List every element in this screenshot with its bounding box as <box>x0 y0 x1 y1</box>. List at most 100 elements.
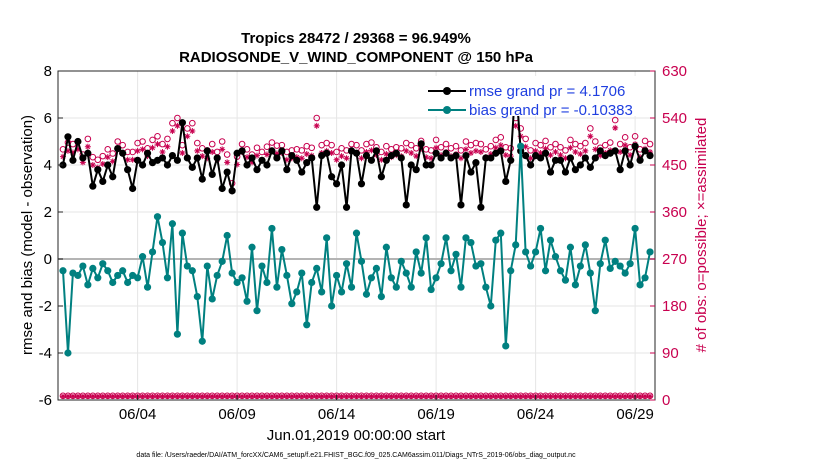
obs-possible-marker <box>383 142 390 150</box>
y-tick-label: -4 <box>39 345 52 362</box>
obs-bottom-assimilated-marker <box>403 393 409 399</box>
obs-bottom-assimilated-marker-path <box>65 393 71 399</box>
y-right-tick-label: 360 <box>662 204 687 221</box>
obs-assimilated-marker-path <box>433 144 440 151</box>
obs-bottom-assimilated-marker-path <box>289 393 295 399</box>
rmse-point <box>571 166 580 174</box>
obs-bottom-assimilated-marker-path <box>319 393 325 399</box>
obs-bottom-assimilated-marker <box>369 393 374 399</box>
obs-bottom-assimilated-marker <box>189 393 195 399</box>
obs-bottom-assimilated-marker <box>592 393 598 399</box>
x-tick-label: 06/29 <box>616 406 654 423</box>
obs-bottom-assimilated-marker <box>458 393 464 399</box>
obs-possible-marker <box>104 146 112 153</box>
obs-bottom-assimilated-marker <box>538 393 543 399</box>
obs-possible-marker <box>273 142 281 149</box>
obs-bottom-assimilated-marker <box>573 393 578 399</box>
rmse-point <box>263 161 271 169</box>
obs-bottom-assimilated-marker-path <box>443 393 449 399</box>
rmse-point <box>203 147 211 155</box>
obs-bottom-assimilated-marker-path <box>269 393 275 399</box>
obs-assimilated-marker <box>224 159 231 166</box>
y-right-tick-label: 180 <box>662 298 687 315</box>
obs-assimilated-marker <box>542 145 549 152</box>
obs-bottom-assimilated-marker-path <box>184 393 190 399</box>
bias-point <box>288 300 296 308</box>
plot-border <box>57 70 656 401</box>
obs-assimilated-marker <box>234 161 241 168</box>
obs-bottom-assimilated-marker-path <box>453 393 459 399</box>
obs-assimilated-marker-path <box>487 151 494 158</box>
obs-bottom-assimilated-marker-path <box>80 393 86 399</box>
obs-assimilated-marker <box>428 155 435 162</box>
obs-possible-marker <box>149 136 156 144</box>
obs-bottom-assimilated-marker-path <box>528 393 534 399</box>
obs-bottom-assimilated-marker <box>204 393 210 399</box>
legend-bias-marker <box>443 106 451 114</box>
bias-point <box>173 330 181 338</box>
obs-assimilated-marker-path <box>617 148 624 155</box>
obs-possible-marker <box>328 141 335 149</box>
obs-bottom-assimilated-marker <box>160 393 165 399</box>
obs-assimilated-marker-path <box>174 122 181 129</box>
rmse-point <box>636 156 644 164</box>
obs-bottom-assimilated-marker-path <box>224 393 230 399</box>
obs-assimilated-marker <box>617 148 624 155</box>
obs-bottom-assimilated-marker-path <box>558 393 563 399</box>
obs-bottom-assimilated-marker-path <box>418 393 424 399</box>
bias-point <box>352 229 361 237</box>
obs-possible-marker <box>587 125 594 132</box>
obs-bottom-assimilated-marker-path <box>179 393 185 399</box>
obs-bottom-assimilated-marker <box>642 393 648 399</box>
obs-bottom-assimilated-marker-path <box>503 393 509 399</box>
obs-bottom-assimilated-marker-path <box>573 393 578 399</box>
obs-assimilated-marker-path <box>328 149 335 156</box>
bias-point <box>138 253 147 261</box>
obs-possible-marker <box>238 140 246 148</box>
y-tick-label: 4 <box>44 157 52 174</box>
obs-bottom-assimilated-marker-path <box>199 393 205 399</box>
obs-assimilated-marker <box>497 142 504 149</box>
obs-bottom-assimilated-marker <box>602 393 608 399</box>
bias-point <box>571 281 580 289</box>
bias-point <box>492 236 500 244</box>
obs-bottom-assimilated-marker-path <box>284 393 290 399</box>
obs-bottom-assimilated-marker-path <box>508 393 514 399</box>
obs-assimilated-marker <box>423 154 430 161</box>
obs-bottom-assimilated-marker <box>259 393 265 399</box>
obs-bottom-assimilated-marker <box>548 393 553 399</box>
rmse-point <box>218 184 226 193</box>
rmse-point <box>407 161 415 169</box>
obs-possible-marker <box>268 139 276 146</box>
rmse-point <box>158 154 167 162</box>
rmse-point <box>79 154 87 162</box>
obs-assimilated-marker <box>413 153 420 160</box>
obs-assimilated-marker-path <box>497 142 504 149</box>
obs-bottom-assimilated-marker <box>244 393 250 399</box>
bias-point <box>248 243 256 251</box>
rmse-point <box>323 149 331 157</box>
obs-assimilated-marker <box>179 149 186 156</box>
rmse-point <box>457 201 465 209</box>
rmse-point <box>119 149 127 157</box>
legend: rmse grand pr = 4.1706 bias grand pr = -… <box>426 76 654 119</box>
bias-point <box>467 238 475 247</box>
obs-bottom-assimilated-marker-path <box>229 393 235 399</box>
rmse-point <box>422 161 430 169</box>
obs-bottom-assimilated-marker-path <box>543 393 548 399</box>
obs-assimilated-marker-path <box>527 155 534 162</box>
bias-point <box>153 213 162 221</box>
bias-point <box>512 241 520 249</box>
obs-bottom-assimilated-marker-path <box>458 393 464 399</box>
bias-point <box>168 220 177 228</box>
obs-bottom-assimilated-marker-path <box>214 393 220 399</box>
obs-possible-marker <box>154 132 161 140</box>
obs-bottom-assimilated-marker <box>75 393 81 399</box>
bias-point <box>387 274 395 282</box>
obs-possible-marker <box>353 141 360 149</box>
obs-assimilated-marker <box>84 143 91 150</box>
rmse-point <box>497 147 505 155</box>
rmse-point <box>467 168 475 176</box>
bias-point <box>163 274 172 282</box>
obs-bottom-assimilated-marker <box>254 393 260 399</box>
